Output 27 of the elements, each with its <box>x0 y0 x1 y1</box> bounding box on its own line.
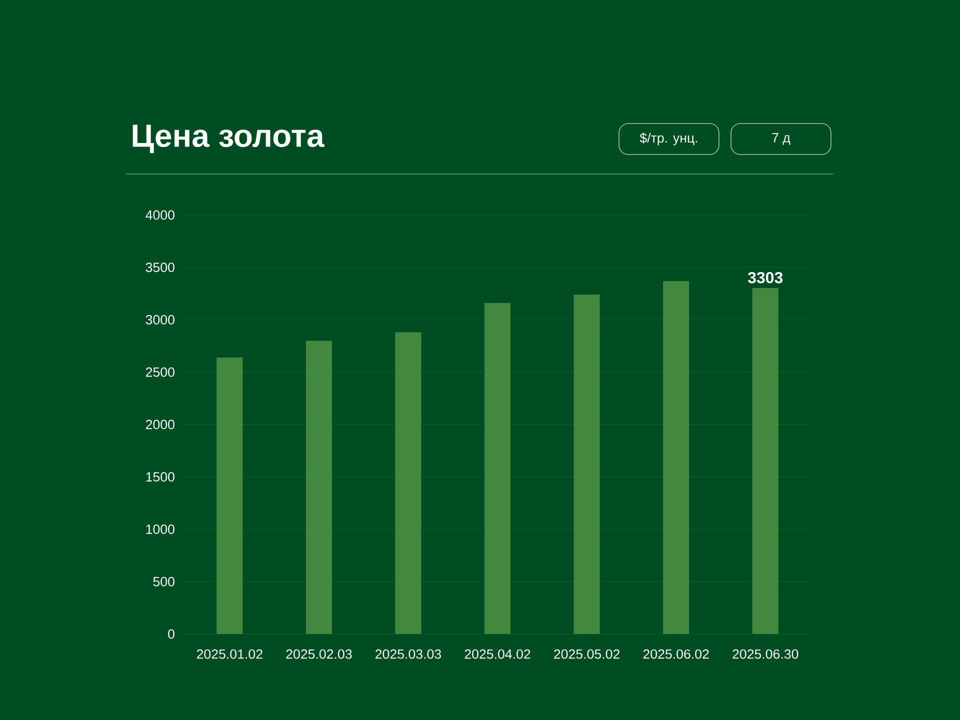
x-tick-label: 2025.04.02 <box>464 649 530 659</box>
bar <box>216 357 243 634</box>
bar <box>484 302 510 634</box>
x-tick-label: 2025.02.03 <box>286 649 352 659</box>
y-tick-label: 1000 <box>146 524 174 534</box>
x-tick-label: 2025.06.02 <box>643 649 709 659</box>
text: $/тр. унц. <box>640 132 698 146</box>
y-tick-label: 2000 <box>146 420 174 430</box>
bar <box>663 280 690 634</box>
x-tick-label: 2025.06.30 <box>732 649 798 659</box>
bar <box>574 294 600 634</box>
y-tick-label: 4000 <box>146 210 174 220</box>
y-tick-label: 1500 <box>146 472 174 482</box>
bar <box>306 340 332 634</box>
y-tick-label: 500 <box>153 576 174 586</box>
y-tick-label: 3000 <box>146 315 174 324</box>
bar <box>752 288 778 634</box>
chart-title: Цена золота <box>132 124 324 154</box>
y-tick-label: 2500 <box>146 367 174 377</box>
y-tick-label: 0 <box>168 629 174 639</box>
x-tick-label: 2025.03.03 <box>376 649 441 659</box>
y-tick-label: 3500 <box>146 262 174 272</box>
data-label: 3303 <box>748 272 783 284</box>
x-tick-label: 2025.01.02 <box>196 649 262 659</box>
bar <box>395 332 422 634</box>
x-tick-label: 2025.05.02 <box>554 649 620 659</box>
text: 7 д <box>772 133 790 145</box>
